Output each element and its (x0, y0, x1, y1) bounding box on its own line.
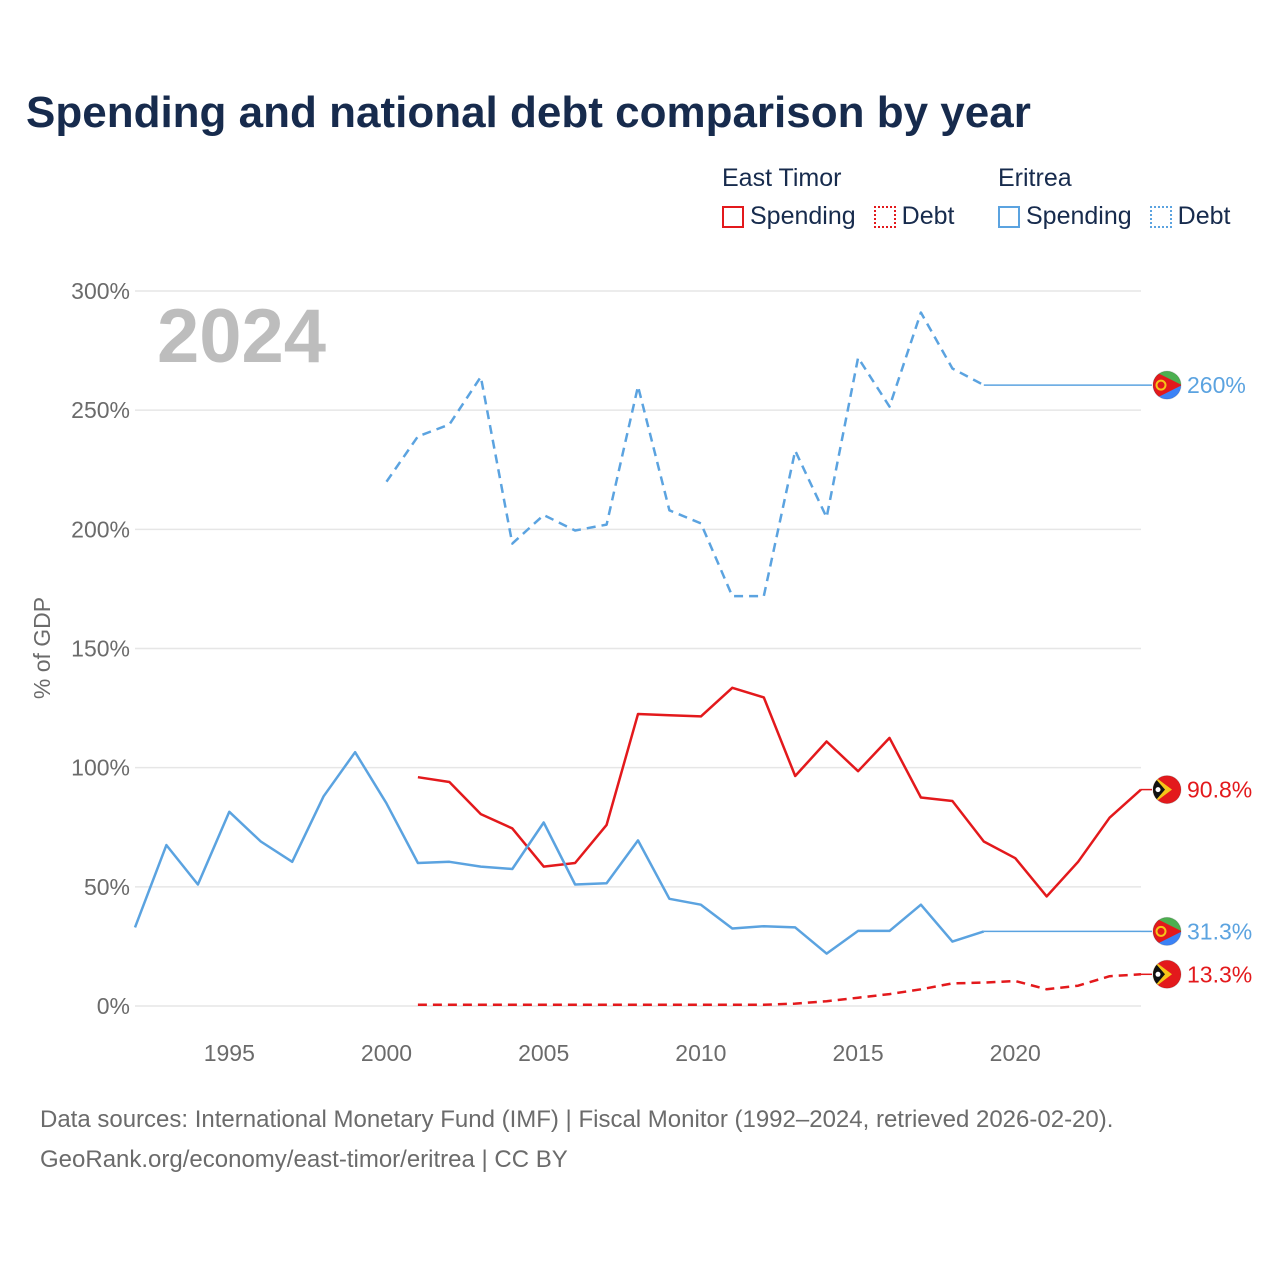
series-line-eritrea-spending[interactable] (133, 750, 985, 955)
legend-label: Debt (1177, 202, 1231, 230)
legend-item-eritrea-debt[interactable]: Debt (1149, 202, 1231, 231)
end-labels: 260% 90.8% 31.3% 13.3% (1141, 370, 1252, 989)
end-value-label: 13.3% (1187, 961, 1252, 987)
legend-group-eritrea: Eritrea Spending Debt (998, 160, 1230, 231)
end-value-label: 31.3% (1187, 918, 1252, 944)
footer-credit[interactable]: GeoRank.org/economy/east-timor/eritrea |… (40, 1146, 568, 1173)
end-value-label: 90.8% (1187, 777, 1252, 803)
legend-label: Spending (750, 202, 856, 230)
legend-country-eritrea: Eritrea (998, 164, 1072, 192)
east-timor-flag-icon (1153, 960, 1181, 989)
chart-title: Spending and national debt comparison by… (26, 88, 1031, 137)
y-tick-label: 100% (71, 755, 130, 781)
legend-item-east-timor-spending[interactable]: Spending (722, 202, 856, 231)
legend-swatch-solid-icon (998, 205, 1020, 228)
end-value-label: 260% (1187, 372, 1246, 398)
legend-item-east-timor-debt[interactable]: Debt (873, 202, 955, 231)
x-tick-label: 2000 (361, 1040, 412, 1066)
x-tick-label: 2015 (832, 1040, 883, 1066)
series-line-east-timor-spending[interactable] (417, 686, 1142, 898)
series-line-eritrea-debt[interactable] (385, 311, 985, 598)
x-tick-label: 2010 (675, 1040, 726, 1066)
legend-label: Spending (1026, 202, 1132, 230)
series-lines (133, 311, 1142, 1007)
y-tick-label: 250% (71, 397, 130, 423)
x-tick-label: 2020 (990, 1040, 1041, 1066)
footer-sources: Data sources: International Monetary Fun… (40, 1106, 1114, 1133)
flag-outline (1152, 775, 1182, 805)
legend-swatch-solid-icon (722, 205, 744, 228)
eritrea-flag-icon (1153, 917, 1181, 946)
y-axis-label: % of GDP (29, 597, 55, 699)
y-tick-label: 150% (71, 636, 130, 662)
legend-country-east-timor: East Timor (722, 164, 842, 192)
legend-label: Debt (901, 202, 955, 230)
y-tick-label: 200% (71, 516, 130, 542)
x-tick-label: 2005 (518, 1040, 569, 1066)
y-axis-ticks: 0% 50% 100% 150% 200% 250% 300% (71, 278, 130, 1019)
series-line-east-timor-debt[interactable] (417, 973, 1142, 1007)
flag-outline (1152, 916, 1182, 946)
eritrea-flag-icon (1153, 371, 1181, 400)
x-axis-ticks: 1995 2000 2005 2010 2015 2020 (204, 1040, 1041, 1066)
y-tick-label: 50% (84, 874, 130, 900)
legend-group-east-timor: East Timor Spending Debt (722, 160, 954, 231)
x-tick-label: 1995 (204, 1040, 255, 1066)
east-timor-flag-icon (1153, 775, 1181, 804)
year-watermark: 2024 (157, 294, 326, 379)
legend-swatch-dotted-icon (873, 205, 896, 228)
y-tick-label: 300% (71, 278, 130, 304)
legend-swatch-dotted-icon (1149, 205, 1172, 228)
legend-item-eritrea-spending[interactable]: Spending (998, 202, 1132, 231)
flag-outline (1152, 959, 1182, 989)
flag-outline (1152, 370, 1182, 400)
y-tick-label: 0% (97, 993, 130, 1019)
grid-lines (135, 290, 1141, 1007)
